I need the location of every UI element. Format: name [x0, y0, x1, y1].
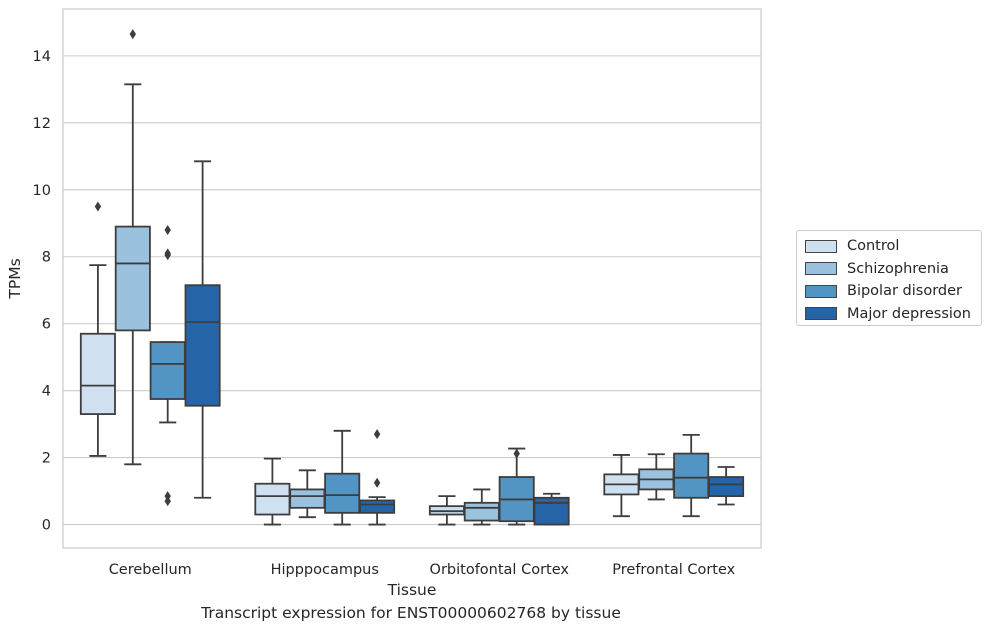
box-schizophrenia	[289, 469, 326, 519]
legend-label: Schizophrenia	[847, 260, 949, 277]
x-axis-label: Tissue	[387, 581, 437, 599]
outlier-point	[129, 29, 136, 40]
legend-item-schizophrenia: Schizophrenia	[805, 258, 981, 281]
iqr-box	[184, 284, 221, 407]
legend-label: Bipolar disorder	[847, 283, 962, 300]
box-schizophrenia	[114, 29, 151, 466]
legend-swatch	[805, 239, 837, 253]
legend-swatch	[805, 307, 837, 321]
y-tick-label: 8	[42, 250, 51, 266]
legend: Control Schizophrenia Bipolar disorder M…	[796, 230, 982, 326]
legend-label: Major depression	[847, 305, 971, 322]
y-axis-label: TPMs	[6, 258, 24, 299]
outlier-point	[164, 496, 171, 507]
legend-label: Control	[847, 238, 900, 255]
box-schizophrenia	[638, 453, 675, 501]
outlier-point	[513, 448, 520, 459]
legend-item-bipolar-disorder: Bipolar disorder	[805, 280, 981, 303]
iqr-box	[359, 499, 396, 514]
y-tick-label: 12	[33, 116, 51, 132]
chart-caption: Transcript expression for ENST0000060276…	[201, 604, 621, 622]
iqr-box	[673, 452, 710, 499]
box-major-depression	[708, 466, 745, 506]
iqr-box	[254, 482, 291, 516]
iqr-box	[463, 501, 500, 522]
box-bipolar-disorder	[149, 224, 186, 507]
iqr-box	[289, 488, 326, 509]
y-tick-label: 2	[42, 451, 51, 467]
box-major-depression	[533, 492, 570, 526]
outlier-point	[373, 429, 381, 440]
box-control	[79, 201, 116, 457]
iqr-box	[79, 332, 116, 415]
y-tick-label: 14	[33, 49, 51, 65]
outlier-point	[164, 491, 171, 502]
plot-area-frame	[62, 8, 762, 549]
box-major-depression	[184, 160, 221, 499]
outlier-point	[164, 224, 171, 235]
legend-swatch	[805, 262, 837, 276]
iqr-box	[149, 341, 186, 400]
legend-item-control: Control	[805, 235, 981, 258]
outlier-point	[94, 201, 102, 212]
iqr-box	[114, 225, 151, 332]
x-tick-labels: Cerebellum Hipppocampus Orbitofontal Corte…	[109, 562, 736, 578]
boxes	[79, 29, 745, 526]
outlier-point	[164, 250, 171, 261]
legend-item-major-depression: Major depression	[805, 303, 981, 326]
iqr-box	[533, 496, 570, 526]
box-schizophrenia	[463, 488, 500, 526]
box-bipolar-disorder	[324, 429, 361, 526]
x-tick-label: Hipppocampus	[271, 562, 379, 578]
box-control	[603, 454, 640, 518]
legend-swatch	[805, 284, 837, 298]
x-tick-label: Orbitofontal Cortex	[430, 562, 570, 578]
y-tick-label: 6	[42, 317, 51, 333]
iqr-box	[708, 476, 745, 498]
box-control	[254, 457, 291, 526]
box-control	[428, 495, 465, 526]
box-bipolar-disorder	[673, 433, 710, 518]
x-tick-label: Prefrontal Cortex	[612, 562, 735, 578]
y-tick-labels: 0 2 4 6 8 10 12 14	[33, 49, 51, 534]
x-tick-label: Cerebellum	[109, 562, 192, 578]
y-tick-label: 10	[33, 183, 51, 199]
iqr-box	[324, 472, 361, 514]
box-major-depression	[359, 429, 396, 526]
y-tick-label: 0	[42, 518, 51, 534]
y-tick-label: 4	[42, 384, 51, 400]
outlier-point	[373, 477, 381, 488]
box-bipolar-disorder	[498, 447, 535, 526]
